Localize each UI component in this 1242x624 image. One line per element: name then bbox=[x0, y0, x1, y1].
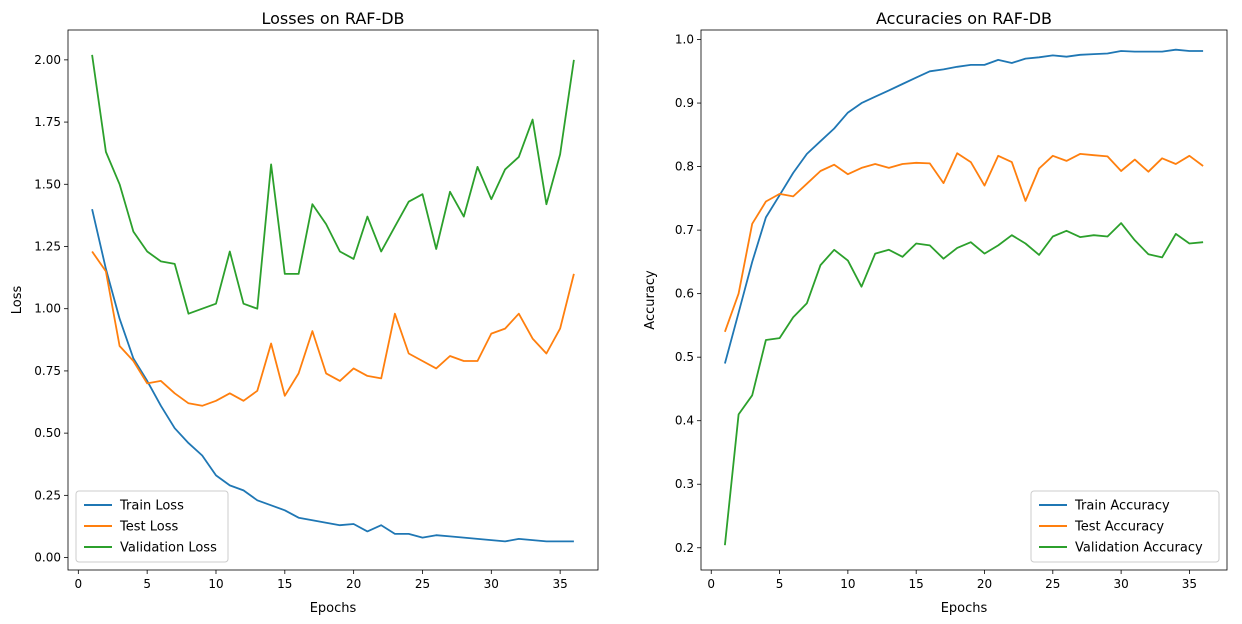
x-tick-label: 5 bbox=[776, 577, 784, 591]
legend-label: Test Loss bbox=[119, 520, 178, 535]
y-tick-label: 0.75 bbox=[34, 364, 61, 378]
series-line bbox=[91, 54, 575, 315]
y-tick-label: 0.7 bbox=[675, 223, 694, 237]
legend-label: Validation Accuracy bbox=[1075, 541, 1203, 556]
legend-box bbox=[1030, 490, 1220, 563]
series-line bbox=[724, 48, 1204, 364]
x-tick-label: 25 bbox=[415, 577, 430, 591]
legend: Train Loss Test Loss Validation Loss bbox=[75, 490, 229, 563]
x-tick-label: 30 bbox=[484, 577, 499, 591]
y-tick-label: 1.25 bbox=[34, 239, 61, 253]
legend-label: Validation Loss bbox=[120, 541, 217, 556]
legend-label: Train Loss bbox=[119, 499, 184, 514]
x-tick-label: 25 bbox=[1045, 577, 1060, 591]
y-tick-label: 0.2 bbox=[675, 541, 694, 555]
y-tick-label: 0.5 bbox=[675, 350, 694, 364]
y-tick-label: 0.8 bbox=[675, 160, 694, 174]
y-tick-label: 1.0 bbox=[675, 33, 694, 47]
x-tick-label: 35 bbox=[553, 577, 568, 591]
x-tick-label: 0 bbox=[707, 577, 715, 591]
legend-label: Train Accuracy bbox=[1074, 499, 1170, 514]
y-tick-label: 0.00 bbox=[34, 551, 61, 565]
y-tick-label: 1.00 bbox=[34, 302, 61, 316]
y-axis-label: Loss bbox=[10, 286, 25, 315]
x-tick-label: 15 bbox=[277, 577, 292, 591]
x-tick-label: 5 bbox=[143, 577, 151, 591]
plot-frame bbox=[700, 29, 1228, 571]
x-tick-label: 35 bbox=[1182, 577, 1197, 591]
x-tick-label: 30 bbox=[1113, 577, 1128, 591]
y-tick-label: 0.50 bbox=[34, 426, 61, 440]
chart-title: Accuracies on RAF-DB bbox=[876, 9, 1052, 28]
x-tick-label: 20 bbox=[346, 577, 361, 591]
accuracies-chart: Accuracies on RAF-DB Epochs Accuracy 0 5 1… bbox=[643, 9, 1228, 616]
y-tick-label: 0.6 bbox=[675, 287, 694, 301]
y-axis-label: Accuracy bbox=[643, 270, 658, 330]
legend-box bbox=[75, 490, 229, 563]
series-line bbox=[91, 208, 574, 543]
y-tick-label: 2.00 bbox=[34, 53, 61, 67]
y-tick-label: 0.3 bbox=[675, 477, 694, 491]
chart-title: Losses on RAF-DB bbox=[261, 9, 404, 28]
legend: Train Accuracy Test Accuracy Validation Ac… bbox=[1030, 490, 1220, 563]
x-tick-label: 20 bbox=[977, 577, 992, 591]
y-tick-label: 1.50 bbox=[34, 177, 61, 191]
x-axis-label: Epochs bbox=[310, 601, 357, 616]
y-tick-label: 0.9 bbox=[675, 96, 694, 110]
x-tick-label: 15 bbox=[909, 577, 924, 591]
x-tick-label: 10 bbox=[840, 577, 855, 591]
plot-frame bbox=[67, 29, 599, 571]
y-tick-label: 0.4 bbox=[675, 414, 694, 428]
y-tick-label: 0.25 bbox=[34, 488, 61, 502]
x-tick-label: 0 bbox=[75, 577, 83, 591]
legend-label: Test Accuracy bbox=[1074, 520, 1164, 535]
x-tick-label: 10 bbox=[208, 577, 223, 591]
series-line bbox=[724, 152, 1204, 333]
x-axis-label: Epochs bbox=[941, 601, 988, 616]
y-tick-label: 1.75 bbox=[34, 115, 61, 129]
series-line bbox=[724, 222, 1204, 546]
series-line bbox=[91, 250, 575, 407]
losses-chart: Losses on RAF-DB Epochs Loss 0 5 10 15 20 25 3… bbox=[10, 9, 599, 616]
